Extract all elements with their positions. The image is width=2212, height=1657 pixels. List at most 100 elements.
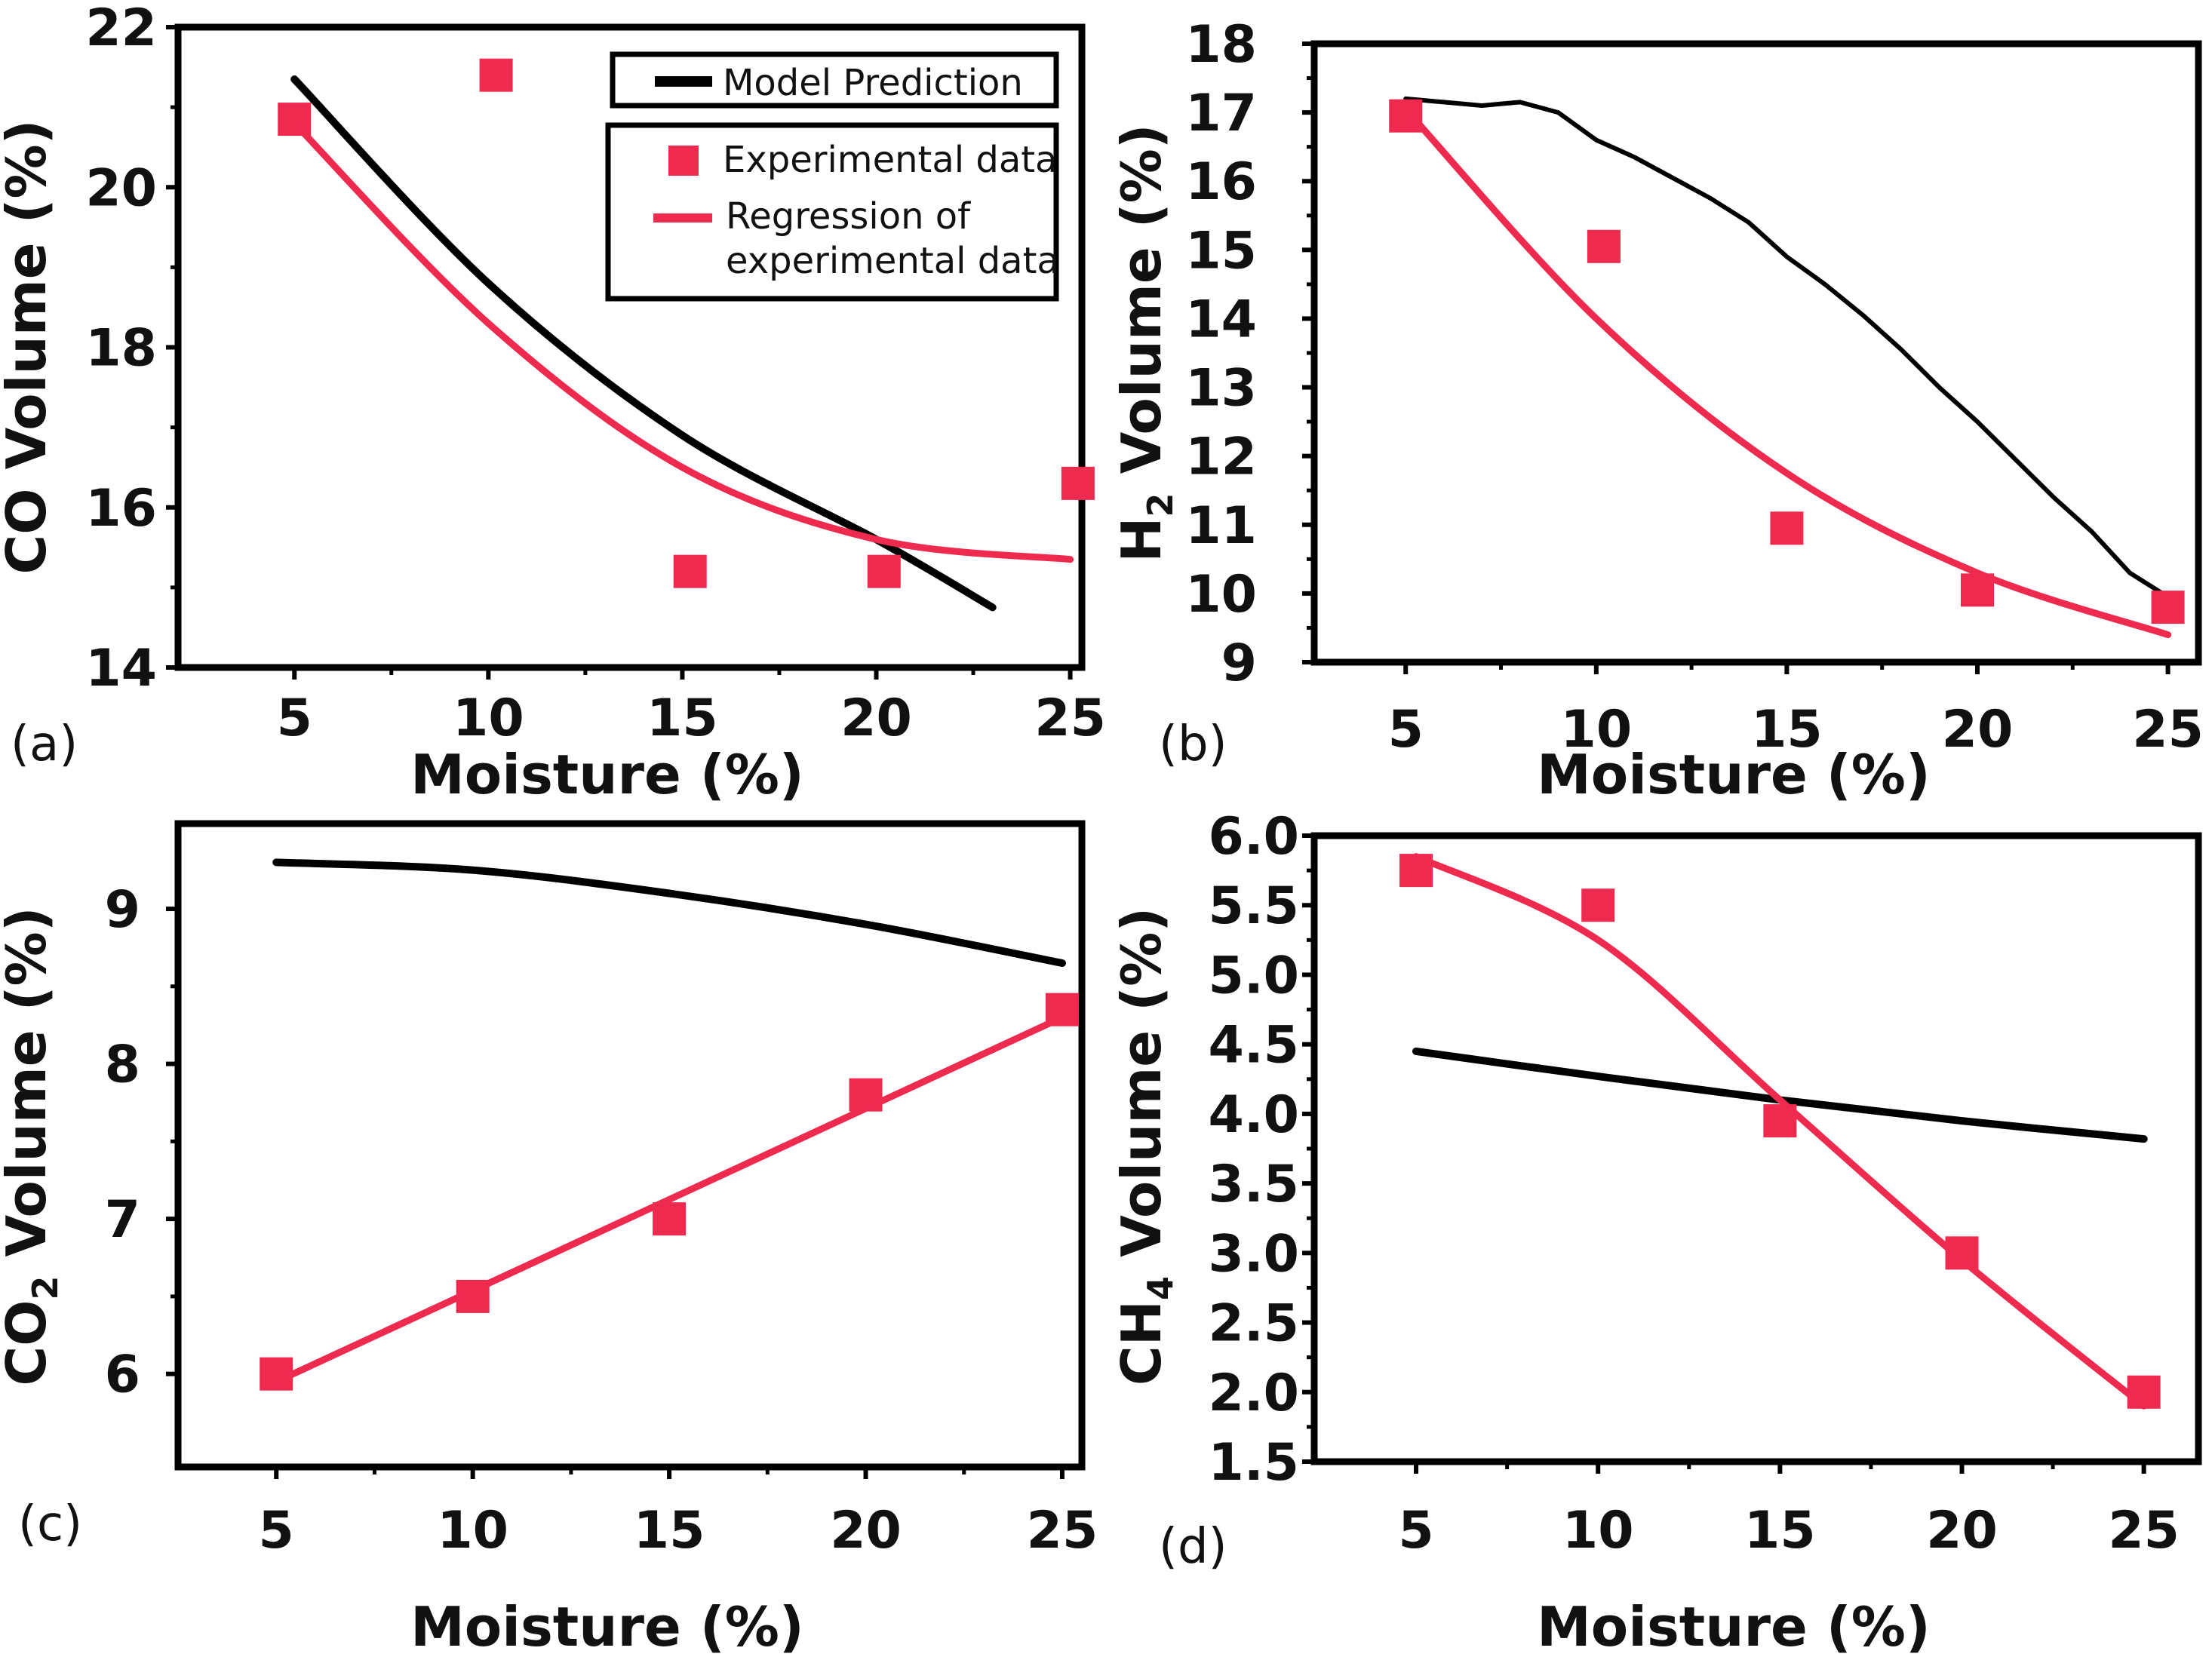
experimental-point xyxy=(2151,591,2185,624)
x-tick-label: 25 xyxy=(2108,1501,2180,1560)
y-tick-label: 9 xyxy=(105,880,140,940)
x-tick-label: 20 xyxy=(1926,1501,1998,1560)
y-tick-label: 6.0 xyxy=(1209,807,1299,867)
legend: Model Prediction Experimental data Regre… xyxy=(605,51,1059,302)
x-tick-label: 5 xyxy=(1398,1501,1433,1560)
panel-label: (d) xyxy=(1159,1519,1227,1575)
y-axis-title-sub: 2 xyxy=(1140,492,1181,517)
y-tick-label: 5.0 xyxy=(1209,946,1299,1005)
y-axis-title-main: CH xyxy=(1110,1300,1173,1385)
x-tick-label: 25 xyxy=(1027,1501,1098,1560)
y-axis-title-sub: 2 xyxy=(25,1276,66,1300)
y-tick-label: 4.5 xyxy=(1209,1016,1299,1076)
experimental-point xyxy=(867,554,901,588)
y-tick-label: 15 xyxy=(1185,221,1257,281)
legend-regression-label-2: experimental data xyxy=(726,240,1059,282)
experimental-point xyxy=(1061,466,1095,500)
y-axis-title: H2 Volume (%) xyxy=(1110,124,1181,562)
y-tick-label: 12 xyxy=(1185,428,1257,487)
y-tick-label: 8 xyxy=(105,1036,140,1095)
x-tick-label: 25 xyxy=(2132,700,2204,759)
x-tick-label: 5 xyxy=(277,689,312,748)
y-axis-title-main: H xyxy=(1110,517,1173,562)
panel-c-co2-volume: 6 7 8 9 5 10 15 20 25 Moisture (%) CO2 Volume (%) (… xyxy=(0,820,1098,1657)
y-tick-label: 2.0 xyxy=(1209,1364,1299,1423)
x-tick-label: 20 xyxy=(1942,700,2014,759)
x-axis-title: Moisture (%) xyxy=(1537,1595,1931,1657)
x-tick-label: 10 xyxy=(1561,700,1633,759)
x-axis-title: Moisture (%) xyxy=(1537,743,1931,806)
y-tick-label: 22 xyxy=(85,0,157,58)
y-tick-label: 11 xyxy=(1185,496,1257,556)
model-prediction-line xyxy=(1403,96,2171,600)
model-prediction-line xyxy=(290,75,997,612)
panel-label: (b) xyxy=(1159,716,1227,772)
y-tick-label: 18 xyxy=(1185,15,1257,75)
y-tick-label: 2.5 xyxy=(1209,1294,1299,1354)
x-axis-title: Moisture (%) xyxy=(410,743,804,806)
x-tick-label: 15 xyxy=(634,1501,705,1560)
y-tick-label: 16 xyxy=(85,479,157,539)
y-tick-label: 4.0 xyxy=(1209,1085,1299,1145)
regression-line xyxy=(1402,106,2172,639)
panel-b-h2-volume: 9 10 11 12 13 14 15 16 17 18 5 10 15 20 25 Moisture (%)… xyxy=(1110,15,2204,806)
y-axis-title-tail: Volume (%) xyxy=(1110,907,1173,1276)
x-tick-label: 5 xyxy=(1388,700,1424,759)
x-tick-label: 25 xyxy=(1034,689,1106,748)
panel-a-co-volume: 14 16 18 20 22 5 10 15 20 25 Moisture (%) CO Volume… xyxy=(0,0,1106,806)
plot-frame-d xyxy=(1310,832,2202,1465)
y-axis-title: CO Volume (%) xyxy=(0,119,58,574)
regression-line xyxy=(1412,853,2148,1410)
experimental-point xyxy=(673,554,707,588)
x-tick-label: 10 xyxy=(437,1501,508,1560)
y-tick-label: 3.0 xyxy=(1209,1224,1299,1284)
legend-experimental-label: Experimental data xyxy=(723,139,1057,181)
y-tick-label: 3.5 xyxy=(1209,1155,1299,1214)
y-tick-label: 9 xyxy=(1221,634,1257,693)
y-axis-title: CH4 Volume (%) xyxy=(1110,907,1181,1385)
experimental-point xyxy=(1581,888,1615,922)
panel-label: (a) xyxy=(11,716,78,772)
experimental-point xyxy=(1389,99,1423,133)
legend-model-label: Model Prediction xyxy=(723,62,1023,104)
regression-line xyxy=(290,119,1074,563)
experimental-point xyxy=(1770,511,1804,545)
legend-experimental-swatch xyxy=(668,146,699,176)
regression-line xyxy=(272,1014,1066,1385)
y-axis-title: CO2 Volume (%) xyxy=(0,907,66,1385)
plot-frame-c xyxy=(174,820,1086,1471)
x-tick-label: 10 xyxy=(1562,1501,1634,1560)
x-tick-label: 15 xyxy=(1751,700,1823,759)
y-tick-label: 13 xyxy=(1185,359,1257,419)
y-tick-label: 7 xyxy=(105,1190,140,1250)
y-tick-label: 18 xyxy=(85,319,157,379)
y-tick-label: 5.5 xyxy=(1209,876,1299,936)
y-axis-title-tail: Volume (%) xyxy=(1110,124,1173,492)
panel-label: (c) xyxy=(18,1496,82,1552)
x-tick-label: 10 xyxy=(453,689,524,748)
x-axis-title: Moisture (%) xyxy=(410,1595,804,1657)
y-tick-label: 20 xyxy=(85,158,157,218)
x-tick-label: 15 xyxy=(647,689,718,748)
x-tick-label: 15 xyxy=(1744,1501,1816,1560)
panel-d-ch4-volume: 1.5 2.0 2.5 3.0 3.5 4.0 4.5 5.0 5.5 6.0 5 10 15 20 25 M… xyxy=(1110,807,2202,1657)
experimental-point xyxy=(1587,229,1621,263)
y-tick-label: 1.5 xyxy=(1209,1433,1299,1493)
legend-model-box xyxy=(610,51,1059,109)
y-axis-title-tail: Volume (%) xyxy=(0,907,58,1275)
x-tick-label: 5 xyxy=(259,1501,294,1560)
y-tick-label: 10 xyxy=(1185,565,1257,624)
x-tick-label: 20 xyxy=(830,1501,902,1560)
y-tick-label: 17 xyxy=(1185,84,1257,143)
y-tick-label: 14 xyxy=(1185,290,1257,349)
experimental-point xyxy=(479,58,513,92)
x-tick-label: 20 xyxy=(840,689,912,748)
model-prediction-line xyxy=(272,858,1066,967)
y-tick-label: 16 xyxy=(1185,152,1257,212)
y-axis-title-sub: 4 xyxy=(1140,1276,1181,1300)
y-axis-title-main: CO xyxy=(0,1300,58,1386)
plot-frame-b xyxy=(1310,40,2202,666)
legend-regression-label-1: Regression of xyxy=(726,195,971,238)
y-tick-label: 14 xyxy=(85,639,157,698)
